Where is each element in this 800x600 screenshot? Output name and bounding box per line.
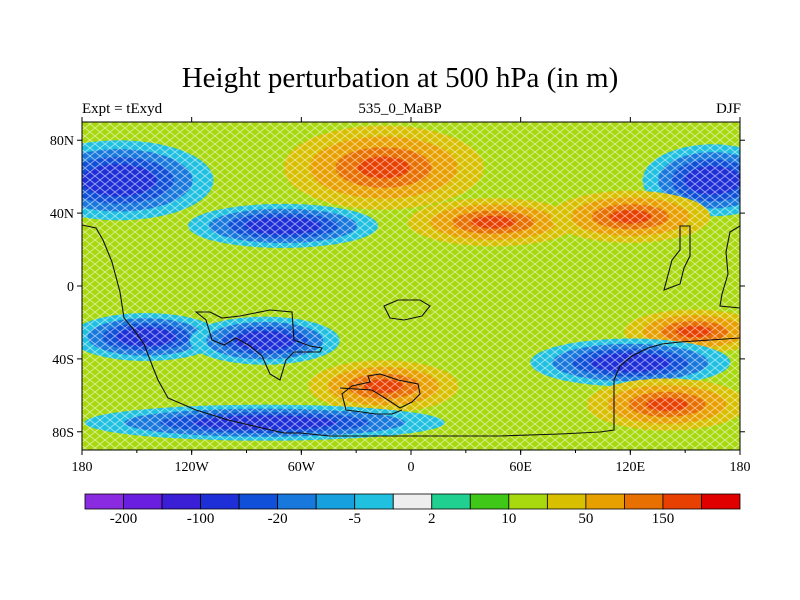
coastline-landmass-south <box>194 309 323 381</box>
colorbar-swatch <box>624 493 664 510</box>
chart-title: Height perturbation at 500 hPa (in m) <box>181 62 619 94</box>
lon-tick-label: 60W <box>288 460 316 475</box>
lat-axis: 80N 40N 0 40S 80S <box>50 134 745 441</box>
lat-tick-label: 80N <box>50 134 74 149</box>
coastline-south-america-west <box>82 224 740 437</box>
colorbar-label: -5 <box>348 511 361 527</box>
colorbar-label: 2 <box>428 511 436 527</box>
colorbar-swatch <box>277 493 317 510</box>
coastline-east-edge <box>719 225 740 309</box>
subtitle-right: DJF <box>715 101 741 117</box>
lat-tick-label: 40N <box>50 207 74 222</box>
colorbar-label: -20 <box>268 511 288 527</box>
coastlines <box>82 224 740 437</box>
lon-axis: 180 120W 60W 0 60E 120E 180 <box>72 117 751 475</box>
lon-tick-label: 60E <box>509 460 532 475</box>
colorbar-swatch <box>585 493 625 510</box>
subtitle-left: Expt = tExyd <box>82 101 163 117</box>
colorbar-swatch <box>161 493 201 510</box>
colorbar-swatch <box>662 493 702 510</box>
colorbar-swatch <box>354 493 394 510</box>
colorbar-swatch <box>469 493 510 510</box>
lon-tick-label: 120W <box>175 460 210 475</box>
colorbar-label: 10 <box>501 511 516 527</box>
colorbar-label: -100 <box>187 511 215 527</box>
colorbar-swatch <box>508 493 548 510</box>
lat-tick-label: 0 <box>67 280 74 295</box>
lat-tick-label: 80S <box>52 426 74 441</box>
coastline-island-south <box>339 373 421 415</box>
hatch-overlay <box>82 122 740 450</box>
lon-tick-label: 180 <box>730 460 751 475</box>
colorbar-swatch <box>431 493 471 510</box>
lon-tick-label: 180 <box>72 460 93 475</box>
coastline-equatorial-feature <box>383 299 431 321</box>
colorbar-swatch <box>200 493 240 510</box>
colorbar-swatch <box>392 493 433 510</box>
colorbar-label: 50 <box>578 511 593 527</box>
colorbar-swatch <box>238 493 279 510</box>
colorbar-label: -200 <box>110 511 138 527</box>
lon-tick-label: 0 <box>408 460 415 475</box>
colorbar-swatch <box>84 493 124 510</box>
colorbar-swatch <box>123 493 163 510</box>
colorbar-swatch <box>701 493 741 510</box>
lon-tick-label: 120E <box>616 460 646 475</box>
coastline-east-feature <box>663 225 691 291</box>
subtitle-center: 535_0_MaBP <box>358 101 442 117</box>
colorbar-swatch <box>315 493 356 510</box>
colorbar-label: 150 <box>652 511 675 527</box>
map-field <box>82 122 740 450</box>
colorbar: -200 -100 -20 -5 2 10 50 150 <box>84 493 741 527</box>
colorbar-swatch <box>546 493 587 510</box>
lat-tick-label: 40S <box>52 353 74 368</box>
